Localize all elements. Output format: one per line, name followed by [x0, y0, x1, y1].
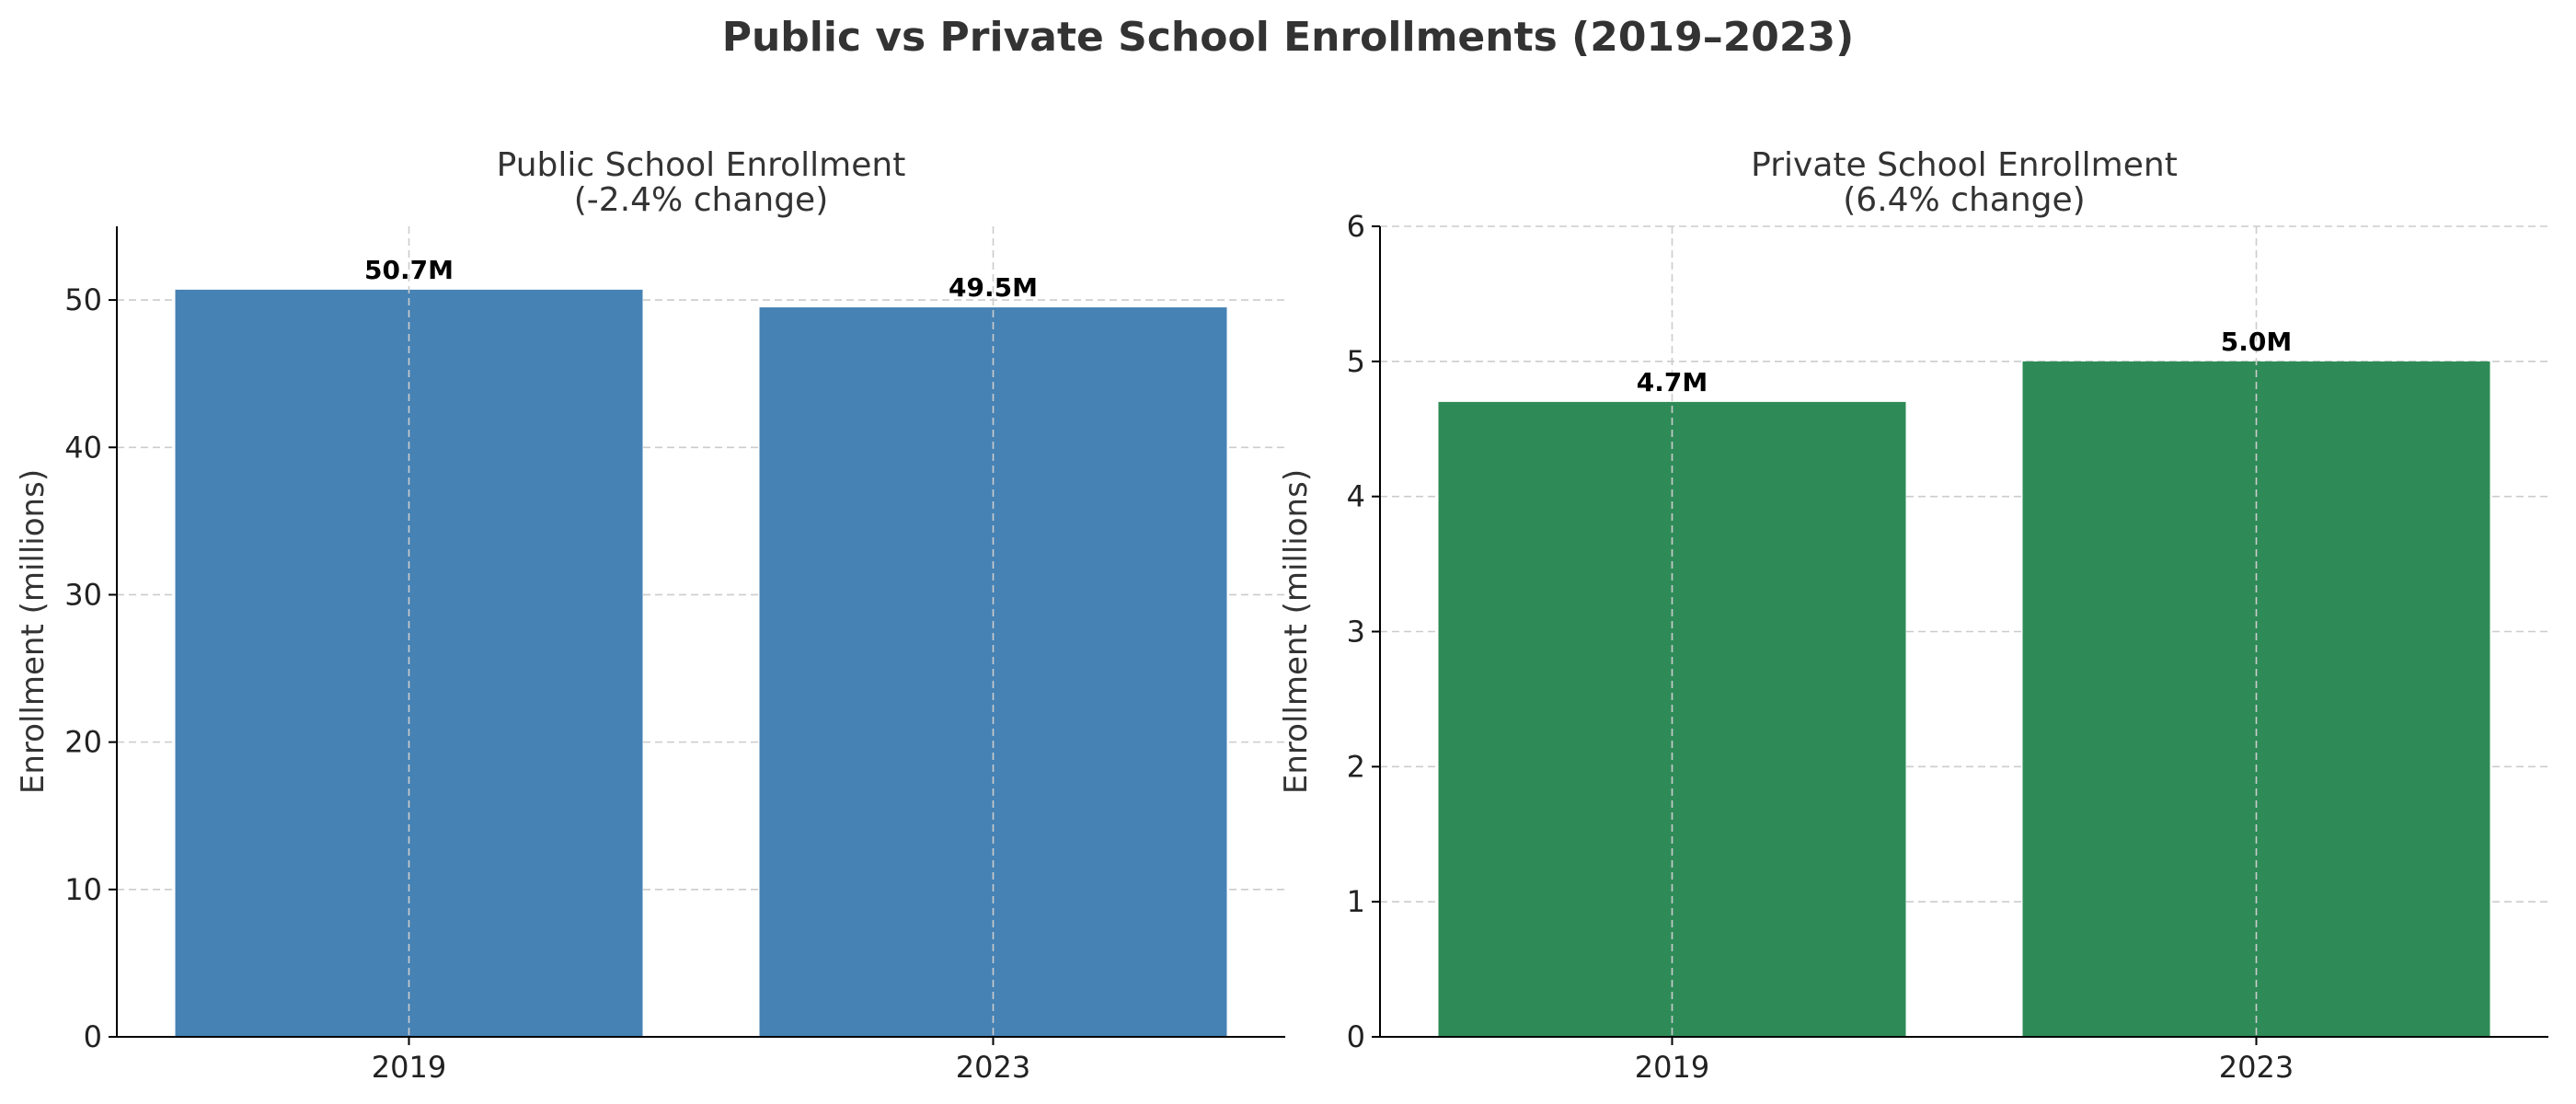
x-tick-label: 2019 — [1635, 1050, 1709, 1085]
y-tick-label: 3 — [1347, 615, 1365, 650]
private-enrollment-chart: 4.7M 5.0M 0 1 2 3 4 5 6 2019 2023 Private School En… — [1278, 146, 2548, 1085]
x-tick-label: 2023 — [2219, 1050, 2294, 1085]
y-tick-label: 30 — [64, 577, 102, 612]
y-tick-label: 20 — [64, 725, 102, 760]
y-tick-label: 10 — [64, 872, 102, 907]
y-tick-label: 6 — [1347, 209, 1365, 244]
y-tick-label: 2 — [1347, 749, 1365, 784]
data-label: 49.5M — [949, 272, 1038, 303]
y-tick-label: 5 — [1347, 344, 1365, 379]
y-tick-label: 40 — [64, 430, 102, 465]
y-axis-label: Enrollment (millions) — [15, 469, 52, 794]
y-tick-label: 0 — [1347, 1019, 1365, 1054]
data-label: 5.0M — [2221, 327, 2292, 357]
chart-subtitle: (6.4% change) — [1843, 181, 2085, 219]
y-tick-label: 50 — [64, 282, 102, 317]
x-tick-label: 2019 — [372, 1050, 446, 1085]
figure-title: Public vs Private School Enrollments (20… — [722, 14, 1855, 61]
data-label: 4.7M — [1637, 367, 1708, 397]
chart-title: Public School Enrollment — [497, 146, 906, 184]
x-tick-label: 2023 — [956, 1050, 1030, 1085]
data-label: 50.7M — [364, 255, 454, 285]
chart-title: Private School Enrollment — [1751, 146, 2178, 184]
y-tick-label: 0 — [84, 1019, 102, 1054]
y-tick-label: 1 — [1347, 884, 1365, 919]
y-tick-label: 4 — [1347, 479, 1365, 514]
public-enrollment-chart: 50.7M 49.5M 0 10 20 30 40 50 2019 2023 Public Scho… — [15, 146, 1285, 1085]
y-axis-label: Enrollment (millions) — [1278, 469, 1315, 794]
chart-subtitle: (-2.4% change) — [574, 181, 828, 219]
